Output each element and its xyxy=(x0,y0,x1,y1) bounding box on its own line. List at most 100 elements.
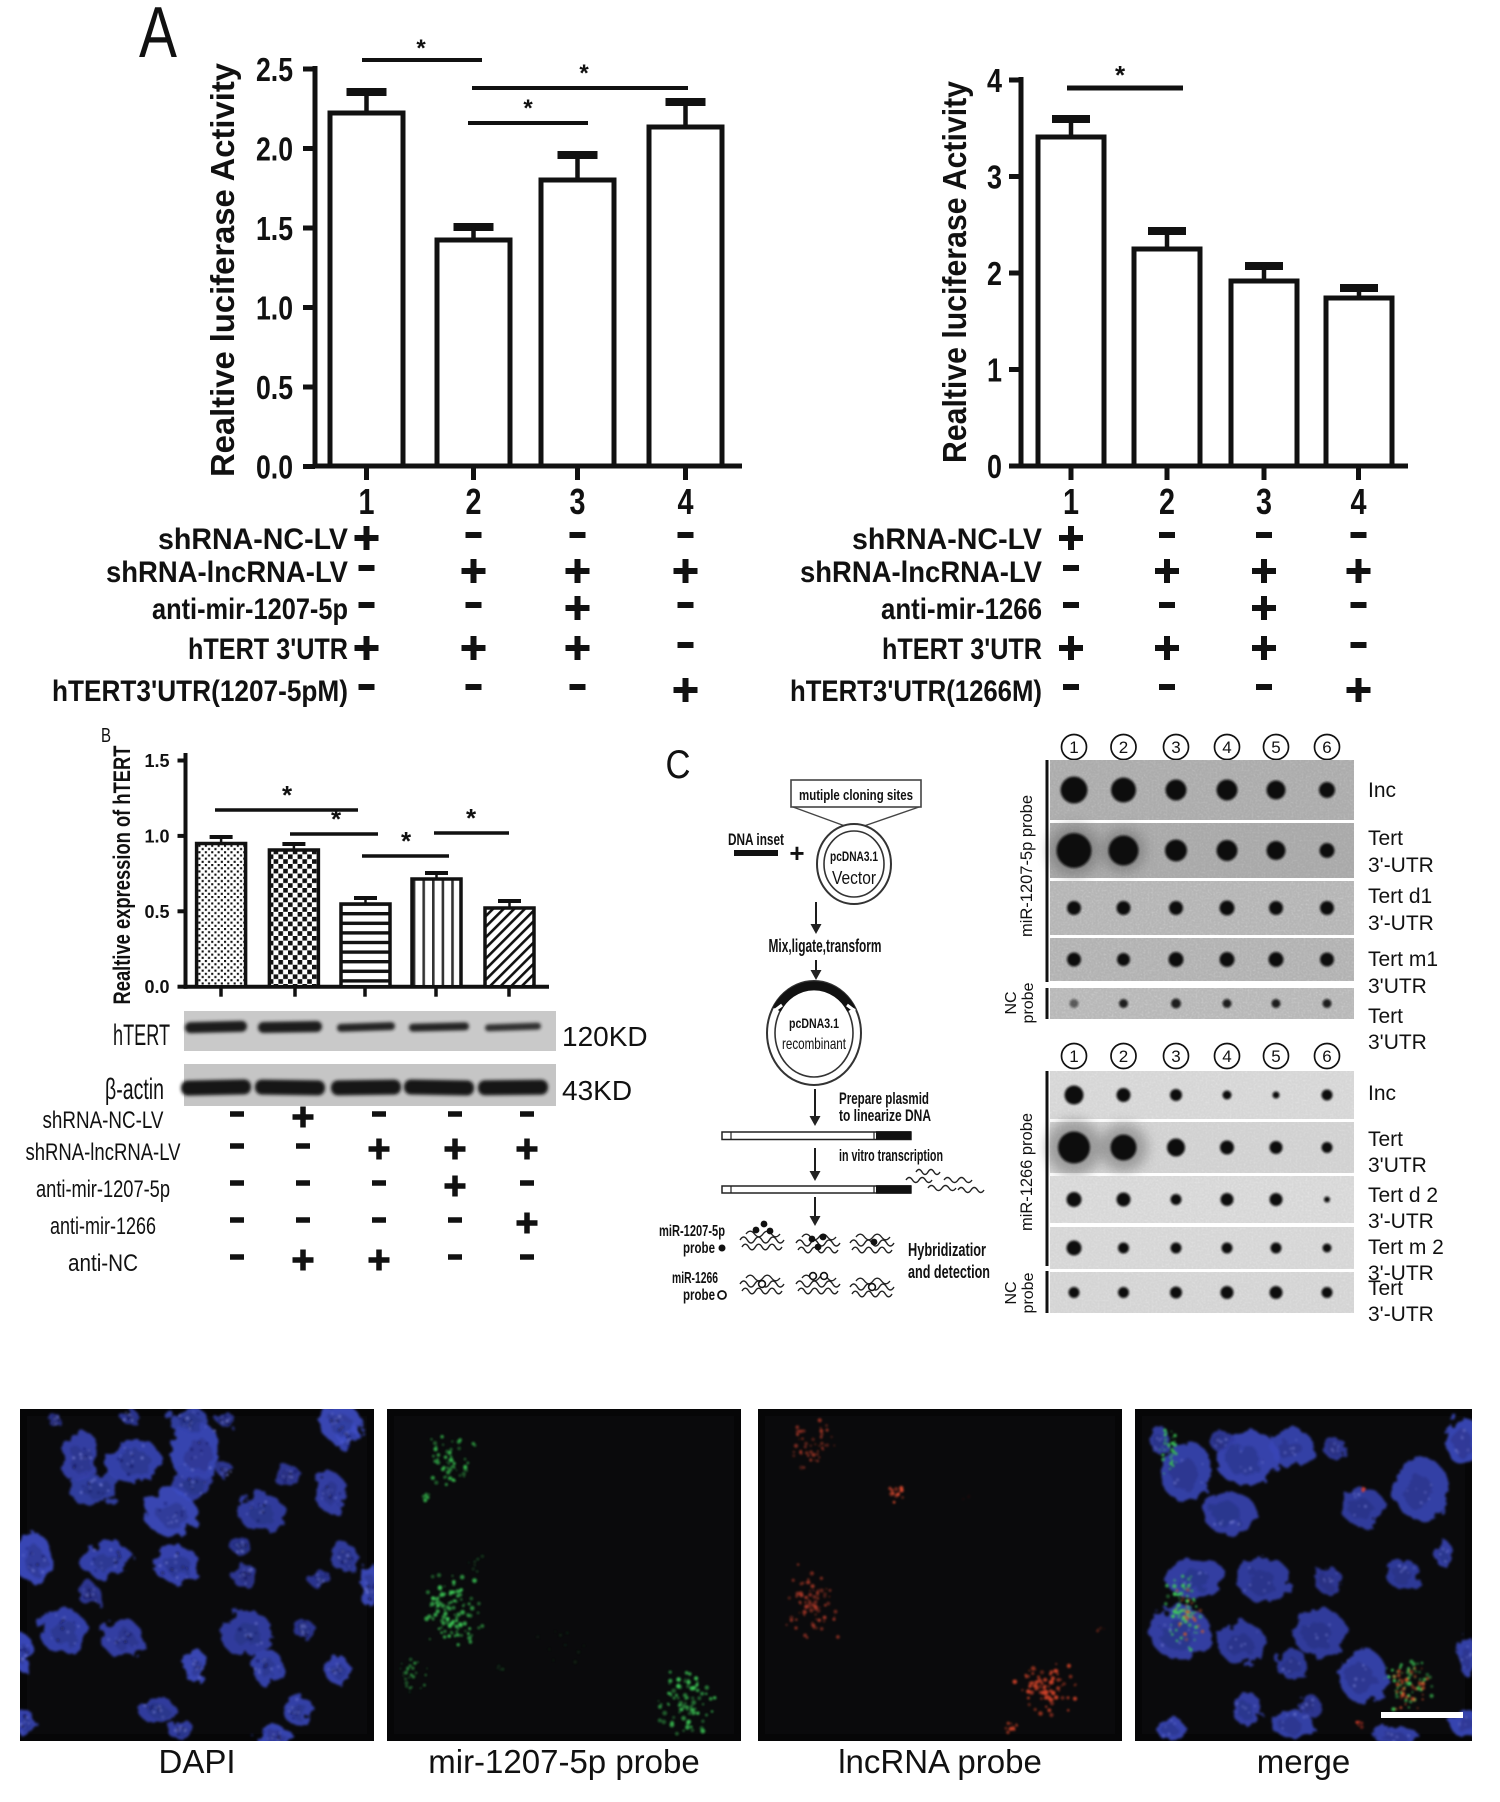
svg-text:Realtive luciferase Activity: Realtive luciferase Activity xyxy=(204,62,241,477)
svg-text:1.0: 1.0 xyxy=(256,290,293,327)
svg-text:*: * xyxy=(401,826,412,856)
svg-text:mir-1207-5p probe: mir-1207-5p probe xyxy=(428,1743,699,1780)
svg-text:4: 4 xyxy=(678,481,694,522)
svg-text:2: 2 xyxy=(466,481,482,522)
svg-text:A: A xyxy=(139,0,177,73)
svg-text:120KD: 120KD xyxy=(562,1021,648,1052)
svg-text:anti-mir-1207-5p: anti-mir-1207-5p xyxy=(36,1176,170,1203)
svg-text:C: C xyxy=(666,743,691,787)
svg-text:3'-UTR: 3'-UTR xyxy=(1368,1303,1434,1326)
svg-text:DNA inset: DNA inset xyxy=(728,830,784,849)
svg-text:+: + xyxy=(789,838,804,868)
svg-text:miR-1266 probe: miR-1266 probe xyxy=(1017,1113,1036,1231)
svg-text:1: 1 xyxy=(1063,481,1079,522)
svg-text:pcDNA3.1: pcDNA3.1 xyxy=(830,848,878,864)
svg-text:probe: probe xyxy=(1020,982,1037,1023)
svg-text:5: 5 xyxy=(1271,1047,1280,1066)
svg-text:4: 4 xyxy=(1222,738,1231,757)
svg-text:shRNA-lncRNA-LV: shRNA-lncRNA-LV xyxy=(106,556,348,589)
svg-text:1.5: 1.5 xyxy=(256,210,293,247)
svg-text:1.5: 1.5 xyxy=(144,751,169,771)
svg-text:Tert: Tert xyxy=(1368,1277,1403,1300)
svg-text:Tert: Tert xyxy=(1368,1005,1403,1028)
svg-text:3: 3 xyxy=(987,159,1002,196)
svg-text:4: 4 xyxy=(1222,1047,1231,1066)
svg-text:β-actin: β-actin xyxy=(105,1073,164,1106)
svg-text:Realtive luciferase Activity: Realtive luciferase Activity xyxy=(936,80,973,463)
svg-text:4: 4 xyxy=(987,62,1003,99)
svg-text:hTERT3'UTR(1207-5pM): hTERT3'UTR(1207-5pM) xyxy=(52,675,348,708)
svg-text:hTERT3'UTR(1266M): hTERT3'UTR(1266M) xyxy=(790,675,1042,708)
svg-text:3'UTR: 3'UTR xyxy=(1368,1154,1427,1177)
svg-text:miR-1266: miR-1266 xyxy=(672,1270,718,1287)
svg-text:1: 1 xyxy=(987,352,1002,389)
svg-text:*: * xyxy=(523,95,533,122)
svg-text:shRNA-NC-LV: shRNA-NC-LV xyxy=(158,523,348,556)
svg-text:hTERT 3'UTR: hTERT 3'UTR xyxy=(882,633,1042,666)
svg-text:3'-UTR: 3'-UTR xyxy=(1368,1262,1434,1285)
svg-text:4: 4 xyxy=(1351,481,1367,522)
svg-text:1: 1 xyxy=(359,481,375,522)
svg-text:3'-UTR: 3'-UTR xyxy=(1368,854,1434,877)
svg-text:Tert: Tert xyxy=(1368,827,1403,850)
svg-text:anti-NC: anti-NC xyxy=(68,1250,138,1277)
svg-text:anti-mir-1266: anti-mir-1266 xyxy=(50,1213,156,1240)
svg-text:miR-1207-5p probe: miR-1207-5p probe xyxy=(1017,795,1036,937)
svg-text:Inc: Inc xyxy=(1368,1082,1396,1105)
svg-text:0.0: 0.0 xyxy=(144,977,169,997)
svg-text:shRNA-lncRNA-LV: shRNA-lncRNA-LV xyxy=(800,556,1042,589)
svg-text:to linearize DNA: to linearize DNA xyxy=(839,1106,931,1125)
svg-text:3'-UTR: 3'-UTR xyxy=(1368,1210,1434,1233)
svg-text:3: 3 xyxy=(1171,1047,1180,1066)
svg-text:*: * xyxy=(331,804,342,834)
svg-text:3'-UTR: 3'-UTR xyxy=(1368,912,1434,935)
svg-text:merge: merge xyxy=(1257,1743,1351,1780)
svg-text:0.0: 0.0 xyxy=(256,449,293,486)
svg-text:2.0: 2.0 xyxy=(256,131,293,168)
svg-text:hTERT 3'UTR: hTERT 3'UTR xyxy=(188,633,348,666)
svg-text:pcDNA3.1: pcDNA3.1 xyxy=(789,1015,839,1031)
svg-text:3: 3 xyxy=(570,481,586,522)
svg-text:DAPI: DAPI xyxy=(158,1743,235,1780)
svg-text:probe: probe xyxy=(683,1240,715,1257)
svg-text:probe: probe xyxy=(1020,1272,1037,1313)
svg-text:2: 2 xyxy=(1119,1047,1128,1066)
svg-text:Inc: Inc xyxy=(1368,779,1396,802)
svg-text:2: 2 xyxy=(987,255,1002,292)
svg-text:Realtive expression of hTERT: Realtive expression of hTERT xyxy=(109,745,136,1004)
svg-text:mutiple cloning sites: mutiple cloning sites xyxy=(799,787,913,804)
svg-text:*: * xyxy=(579,60,589,87)
svg-text:0: 0 xyxy=(987,448,1002,485)
svg-text:Mix,ligate,transform: Mix,ligate,transform xyxy=(769,936,882,956)
svg-text:1.0: 1.0 xyxy=(144,826,169,846)
svg-text:Hybridizatior: Hybridizatior xyxy=(908,1240,986,1260)
svg-text:5: 5 xyxy=(1271,738,1280,757)
svg-text:NC: NC xyxy=(1003,1281,1020,1304)
svg-text:*: * xyxy=(282,780,293,810)
svg-text:anti-mir-1207-5p: anti-mir-1207-5p xyxy=(152,593,348,626)
svg-text:2: 2 xyxy=(1119,738,1128,757)
svg-text:Tert: Tert xyxy=(1368,1128,1403,1151)
svg-text:recombinant: recombinant xyxy=(782,1036,846,1053)
svg-text:anti-mir-1266: anti-mir-1266 xyxy=(881,593,1042,626)
svg-text:probe: probe xyxy=(683,1287,715,1304)
svg-text:Prepare plasmid: Prepare plasmid xyxy=(839,1089,929,1108)
svg-text:2: 2 xyxy=(1159,481,1175,522)
svg-text:3: 3 xyxy=(1256,481,1272,522)
svg-text:Vector: Vector xyxy=(832,868,876,888)
svg-text:3: 3 xyxy=(1171,738,1180,757)
svg-text:3'UTR: 3'UTR xyxy=(1368,975,1427,998)
svg-text:hTERT: hTERT xyxy=(113,1019,170,1052)
svg-text:*: * xyxy=(1115,60,1126,90)
svg-text:lncRNA probe: lncRNA probe xyxy=(838,1743,1042,1780)
svg-text:6: 6 xyxy=(1322,1047,1331,1066)
svg-text:Tert m1: Tert m1 xyxy=(1368,948,1438,971)
svg-text:0.5: 0.5 xyxy=(144,902,169,922)
svg-text:43KD: 43KD xyxy=(562,1075,632,1106)
svg-text:shRNA-NC-LV: shRNA-NC-LV xyxy=(43,1107,164,1134)
svg-text:*: * xyxy=(466,803,477,833)
svg-text:1: 1 xyxy=(1069,1047,1078,1066)
svg-text:1: 1 xyxy=(1069,738,1078,757)
svg-text:NC: NC xyxy=(1003,991,1020,1014)
svg-text:Tert m 2: Tert m 2 xyxy=(1368,1236,1444,1259)
